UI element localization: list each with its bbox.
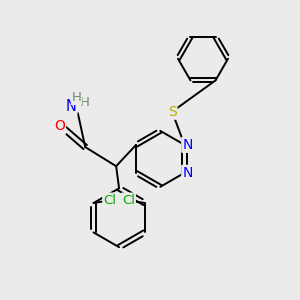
- Text: Cl: Cl: [103, 194, 116, 207]
- Text: Cl: Cl: [122, 194, 135, 207]
- Text: H: H: [80, 96, 89, 110]
- Text: N: N: [182, 138, 193, 152]
- Text: N: N: [182, 166, 193, 180]
- Text: H: H: [71, 92, 81, 104]
- Text: N: N: [66, 99, 77, 114]
- Text: O: O: [54, 119, 65, 134]
- Text: S: S: [168, 105, 176, 119]
